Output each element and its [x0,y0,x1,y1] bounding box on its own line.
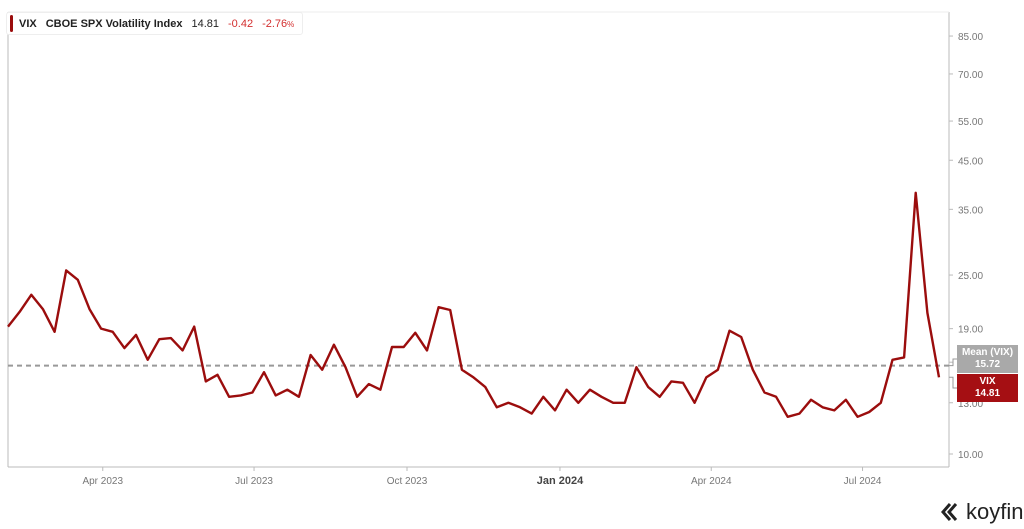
x-tick-label: Apr 2024 [691,476,732,487]
y-tick-label: 45.00 [958,156,983,167]
y-tick-label: 35.00 [958,205,983,216]
mean-label-title: Mean (VIX) [961,347,1014,358]
chart-legend[interactable]: VIX CBOE SPX Volatility Index 14.81 -0.4… [6,12,304,35]
koyfin-logo-icon [941,503,958,521]
y-tick-label: 19.00 [958,325,983,336]
mean-label-value: 15.72 [974,359,1001,370]
vix-series-line [7,191,941,418]
x-tick-label: Jul 2023 [235,476,273,487]
percent-sign: % [287,19,295,29]
x-tick-label: Apr 2023 [82,476,123,487]
x-tick-label: Oct 2023 [387,476,428,487]
last-label-title: VIX [979,376,996,387]
y-tick-label: 25.00 [958,271,983,282]
koyfin-logo: koyfin [940,499,1023,525]
x-tick-label: Jan 2024 [537,475,584,487]
legend-last-value: 14.81 [191,17,219,30]
legend-change-pct: -2.76% [262,18,294,30]
brand-name: koyfin [966,499,1024,524]
last-label-value: 14.81 [974,388,1001,399]
legend-name: CBOE SPX Volatility Index [45,17,183,30]
last-value-label: VIX 14.81 [957,374,1018,402]
legend-symbol: VIX [19,17,37,30]
x-ticks: Apr 2023 Jul 2023 Oct 2023 Jan 2024 Apr 2024… [82,467,882,487]
y-tick-label: 10.00 [958,450,983,461]
axes [7,11,950,468]
label-connectors [949,358,957,389]
y-tick-label: 13.00 [958,399,983,410]
legend-change-pct-value: -2.76 [262,17,288,30]
y-tick-label: 55.00 [958,117,983,128]
y-tick-label: 85.00 [958,32,983,43]
legend-change: -0.42 [227,17,254,30]
y-tick-label: 70.00 [958,70,983,81]
x-tick-label: Jul 2024 [844,476,882,487]
series-color-marker [10,15,13,32]
mean-value-label: Mean (VIX) 15.72 [957,345,1018,373]
